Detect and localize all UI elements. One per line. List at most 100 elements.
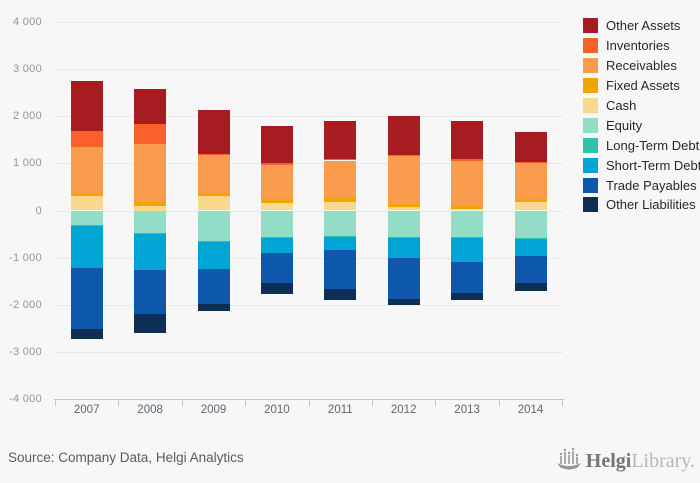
x-axis-tick bbox=[435, 399, 437, 407]
legend-item-inventories[interactable]: Inventories bbox=[583, 36, 700, 56]
bar-segment-2010-inventories[interactable] bbox=[260, 163, 293, 166]
bar-segment-2011-equity[interactable] bbox=[324, 210, 357, 237]
bar-segment-2012-trade-payables[interactable] bbox=[387, 258, 420, 300]
bar-segment-2009-other-liabilities[interactable] bbox=[197, 304, 230, 311]
bar-segment-2012-cash[interactable] bbox=[387, 206, 420, 211]
y-axis-tick-label: 3 000 bbox=[12, 63, 42, 75]
bar-segment-2008-equity[interactable] bbox=[134, 210, 167, 234]
bar-segment-2012-equity[interactable] bbox=[387, 210, 420, 237]
legend-item-fixed-assets[interactable]: Fixed Assets bbox=[583, 76, 700, 96]
bar-segment-2011-fixed-assets[interactable] bbox=[324, 197, 357, 202]
bar-segment-2013-fixed-assets[interactable] bbox=[451, 205, 484, 209]
bar-segment-2010-cash[interactable] bbox=[260, 203, 293, 211]
bar-segment-2007-short-term-debt[interactable] bbox=[70, 226, 103, 269]
bar-segment-2014-trade-payables[interactable] bbox=[514, 256, 547, 283]
bar-segment-2013-other-liabilities[interactable] bbox=[451, 292, 484, 300]
bar-segment-2011-cash[interactable] bbox=[324, 201, 357, 211]
bar-segment-2009-short-term-debt[interactable] bbox=[197, 241, 230, 269]
bar-segment-2014-cash[interactable] bbox=[514, 202, 547, 211]
bar-segment-2010-fixed-assets[interactable] bbox=[260, 199, 293, 204]
bar-segment-2014-receivables[interactable] bbox=[514, 163, 547, 200]
bar-segment-2009-long-term-debt[interactable] bbox=[197, 240, 230, 242]
legend-swatch-inventories bbox=[583, 38, 598, 54]
bar-segment-2007-equity[interactable] bbox=[70, 210, 103, 226]
bar-segment-2007-long-term-debt[interactable] bbox=[70, 225, 103, 227]
bar-segment-2008-cash[interactable] bbox=[134, 206, 167, 211]
bar-segment-2011-trade-payables[interactable] bbox=[324, 250, 357, 290]
legend-swatch-fixed-assets bbox=[583, 78, 598, 94]
bar-segment-2012-short-term-debt[interactable] bbox=[387, 237, 420, 259]
bar-segment-2013-cash[interactable] bbox=[451, 208, 484, 211]
bar-segment-2011-inventories[interactable] bbox=[324, 158, 357, 161]
bar-segment-2013-trade-payables[interactable] bbox=[451, 261, 484, 293]
bar-segment-2014-equity[interactable] bbox=[514, 210, 547, 239]
legend-item-other-liabilities[interactable]: Other Liabilities bbox=[583, 195, 700, 215]
bar-segment-2011-long-term-debt[interactable] bbox=[324, 236, 357, 238]
bar-segment-2014-inventories[interactable] bbox=[514, 161, 547, 164]
bar-segment-2007-other-liabilities[interactable] bbox=[70, 329, 103, 340]
bar-segment-2013-equity[interactable] bbox=[451, 210, 484, 237]
bar-segment-2013-inventories[interactable] bbox=[451, 159, 484, 161]
bar-segment-2007-inventories[interactable] bbox=[70, 131, 103, 147]
legend-label-other-liabilities: Other Liabilities bbox=[606, 197, 696, 213]
bar-segment-2013-long-term-debt[interactable] bbox=[451, 236, 484, 238]
bar-segment-2008-trade-payables[interactable] bbox=[134, 269, 167, 315]
bar-segment-2008-long-term-debt[interactable] bbox=[134, 233, 167, 235]
legend-item-trade-payables[interactable]: Trade Payables bbox=[583, 175, 700, 195]
bar-segment-2009-equity[interactable] bbox=[197, 210, 230, 241]
bar-segment-2011-receivables[interactable] bbox=[324, 160, 357, 198]
legend-item-receivables[interactable]: Receivables bbox=[583, 56, 700, 76]
bar-segment-2008-receivables[interactable] bbox=[134, 143, 167, 203]
legend-item-long-term-debt[interactable]: Long-Term Debt bbox=[583, 135, 700, 155]
legend-item-equity[interactable]: Equity bbox=[583, 115, 700, 135]
bar-segment-2007-fixed-assets[interactable] bbox=[70, 192, 103, 196]
bar-segment-2009-other-assets[interactable] bbox=[197, 110, 230, 154]
bar-segment-2010-receivables[interactable] bbox=[260, 165, 293, 200]
bar-segment-2008-short-term-debt[interactable] bbox=[134, 234, 167, 270]
bar-segment-2013-other-assets[interactable] bbox=[451, 121, 484, 160]
bar-segment-2008-other-liabilities[interactable] bbox=[134, 314, 167, 333]
y-axis-tick-label: 4 000 bbox=[12, 15, 42, 28]
bar-segment-2012-receivables[interactable] bbox=[387, 156, 420, 204]
bar-segment-2008-other-assets[interactable] bbox=[134, 88, 167, 125]
bar-segment-2008-inventories[interactable] bbox=[134, 124, 167, 144]
bar-segment-2012-other-assets[interactable] bbox=[387, 115, 420, 156]
bar-segment-2010-equity[interactable] bbox=[260, 210, 293, 238]
bar-segment-2012-inventories[interactable] bbox=[387, 155, 420, 157]
bar-segment-2011-short-term-debt[interactable] bbox=[324, 237, 357, 251]
legend-label-cash: Cash bbox=[606, 98, 637, 113]
bar-segment-2014-long-term-debt[interactable] bbox=[514, 238, 547, 240]
bar-segment-2011-other-liabilities[interactable] bbox=[324, 289, 357, 301]
bar-segment-2014-other-liabilities[interactable] bbox=[514, 282, 547, 291]
bar-segment-2009-inventories[interactable] bbox=[197, 153, 230, 156]
bar-segment-2010-trade-payables[interactable] bbox=[260, 253, 293, 284]
bar-segment-2010-other-liabilities[interactable] bbox=[260, 283, 293, 295]
bar-segment-2009-cash[interactable] bbox=[197, 195, 230, 211]
bar-segment-2008-fixed-assets[interactable] bbox=[134, 202, 167, 207]
bar-segment-2011-other-assets[interactable] bbox=[324, 121, 357, 159]
bar-segment-2009-receivables[interactable] bbox=[197, 155, 230, 193]
bar-segment-2007-trade-payables[interactable] bbox=[70, 268, 103, 330]
bar-segment-2007-receivables[interactable] bbox=[70, 146, 103, 193]
bar-segment-2010-other-assets[interactable] bbox=[260, 125, 293, 164]
bar-segment-2009-fixed-assets[interactable] bbox=[197, 192, 230, 196]
x-axis-tick bbox=[562, 399, 564, 407]
bar-segment-2009-trade-payables[interactable] bbox=[197, 268, 230, 305]
bar-segment-2013-receivables[interactable] bbox=[451, 160, 484, 206]
bar-segment-2014-fixed-assets[interactable] bbox=[514, 199, 547, 203]
bar-segment-2014-other-assets[interactable] bbox=[514, 132, 547, 162]
legend-item-cash[interactable]: Cash bbox=[583, 96, 700, 116]
bar-segment-2013-short-term-debt[interactable] bbox=[451, 237, 484, 262]
bar-segment-2012-long-term-debt[interactable] bbox=[387, 236, 420, 238]
legend-swatch-receivables bbox=[583, 58, 598, 74]
bar-segment-2007-cash[interactable] bbox=[70, 195, 103, 211]
bar-segment-2010-short-term-debt[interactable] bbox=[260, 238, 293, 254]
bar-segment-2012-other-liabilities[interactable] bbox=[387, 299, 420, 306]
legend-item-other-assets[interactable]: Other Assets bbox=[583, 16, 700, 36]
x-axis-tick bbox=[181, 399, 183, 407]
bar-segment-2012-fixed-assets[interactable] bbox=[387, 203, 420, 207]
legend-item-short-term-debt[interactable]: Short-Term Debt bbox=[583, 155, 700, 175]
bar-segment-2007-other-assets[interactable] bbox=[70, 80, 103, 132]
bar-segment-2010-long-term-debt[interactable] bbox=[260, 237, 293, 239]
bar-segment-2014-short-term-debt[interactable] bbox=[514, 239, 547, 256]
